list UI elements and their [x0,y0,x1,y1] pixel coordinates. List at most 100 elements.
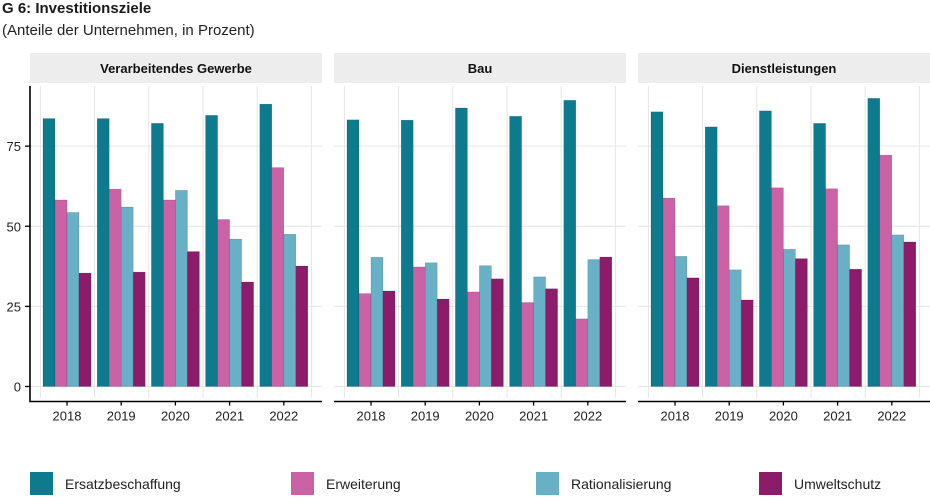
facet-strip-label: Verarbeitendes Gewerbe [100,61,252,76]
legend-swatch-ersatzbeschaffung [30,472,53,495]
bar-umweltschutz-2021 [545,288,558,387]
facet-strip-label: Dienstleistungen [732,61,837,76]
bar-erweiterung-2018 [54,199,68,387]
bar-ersatzbeschaffung-2021 [205,115,218,387]
bar-umweltschutz-2020 [491,278,504,387]
bar-erweiterung-2018 [358,293,372,387]
x-tick-label: 2019 [411,409,440,424]
bar-umweltschutz-2022 [903,241,917,387]
bar-erweiterung-2021 [825,188,838,387]
x-tick-label: 2020 [465,409,494,424]
x-tick-label: 2020 [161,409,190,424]
bar-ersatzbeschaffung-2018 [42,118,56,387]
bar-erweiterung-2018 [662,197,676,387]
y-tick-label: 75 [7,139,21,154]
x-tick-label: 2022 [573,409,602,424]
bar-erweiterung-2021 [217,219,230,387]
bar-ersatzbeschaffung-2019 [400,119,414,387]
x-tick-label: 2019 [715,409,744,424]
facet-strip-label: Bau [468,61,493,76]
bar-umweltschutz-2020 [795,258,808,387]
chart-title: G 6: Investitionsziele [2,0,152,17]
bar-rationalisierung-2022 [891,234,905,387]
legend-label: Umweltschutz [794,475,882,492]
legend-item-rationalisierung: Rationalisierung [536,472,671,495]
bar-rationalisierung-2021 [533,276,546,387]
bar-umweltschutz-2019 [436,298,450,387]
bar-ersatzbeschaffung-2022 [563,100,577,387]
bar-rationalisierung-2020 [175,190,188,387]
bar-erweiterung-2020 [163,199,176,387]
bar-umweltschutz-2018 [78,272,92,387]
x-tick-label: 2021 [215,409,244,424]
x-tick-label: 2021 [519,409,548,424]
legend-label: Ersatzbeschaffung [65,475,181,492]
bar-ersatzbeschaffung-2021 [813,123,826,387]
legend-label: Rationalisierung [571,475,672,492]
bar-umweltschutz-2018 [382,290,396,387]
legend-item-erweiterung: Erweiterung [291,472,401,495]
bar-umweltschutz-2020 [187,251,200,387]
bar-erweiterung-2022 [879,154,893,387]
bar-umweltschutz-2021 [241,281,254,387]
bar-umweltschutz-2018 [686,277,700,387]
bar-rationalisierung-2019 [120,206,134,387]
chart-subtitle: (Anteile der Unternehmen, in Prozent) [2,22,255,39]
bar-erweiterung-2022 [575,318,589,387]
x-tick-label: 2018 [53,409,82,424]
bar-rationalisierung-2021 [229,238,242,387]
faceted-bar-chart: Verarbeitendes Gewerbe 2018 2019 2020 2021 20… [7,53,930,424]
facet-strip-verarbeitendes-gewerbe [30,53,322,83]
x-tick-label: 2022 [269,409,298,424]
bar-ersatzbeschaffung-2020 [151,123,164,387]
bar-umweltschutz-2019 [132,271,146,387]
bar-umweltschutz-2021 [849,268,862,387]
bar-rationalisierung-2018 [370,257,384,387]
bar-rationalisierung-2019 [728,269,742,387]
legend-item-umweltschutz: Umweltschutz [759,472,881,495]
x-tick-label: 2021 [823,409,852,424]
bar-rationalisierung-2018 [674,256,688,387]
bar-ersatzbeschaffung-2018 [650,111,664,387]
bar-ersatzbeschaffung-2019 [704,126,718,387]
bar-rationalisierung-2020 [479,265,492,387]
bar-erweiterung-2021 [521,302,534,387]
bar-ersatzbeschaffung-2019 [96,118,110,387]
bar-rationalisierung-2021 [837,244,850,387]
facet-strip-bau [334,53,626,83]
legend-swatch-erweiterung [291,472,314,495]
y-tick-label: 50 [7,219,21,234]
bar-ersatzbeschaffung-2022 [867,98,881,387]
legend-label: Erweiterung [326,475,401,492]
bar-rationalisierung-2022 [283,234,297,387]
bar-ersatzbeschaffung-2020 [759,110,772,387]
legend-swatch-umweltschutz [759,472,782,495]
legend: Ersatzbeschaffung Erweiterung Rationalis… [0,470,930,497]
x-tick-label: 2022 [877,409,906,424]
y-tick-label: 0 [14,380,21,395]
x-tick-label: 2019 [107,409,136,424]
x-tick-label: 2020 [769,409,798,424]
bar-erweiterung-2020 [771,187,784,387]
bar-rationalisierung-2019 [424,262,438,387]
bar-erweiterung-2022 [271,167,285,387]
x-tick-label: 2018 [661,409,690,424]
bar-ersatzbeschaffung-2020 [455,107,468,387]
bar-ersatzbeschaffung-2018 [346,119,360,387]
x-tick-label: 2018 [357,409,386,424]
bar-erweiterung-2019 [108,188,122,387]
bar-umweltschutz-2019 [740,299,754,387]
bar-umweltschutz-2022 [295,265,309,387]
y-tick-label: 25 [7,299,21,314]
bar-erweiterung-2019 [716,205,730,387]
legend-swatch-rationalisierung [536,472,559,495]
bar-ersatzbeschaffung-2021 [509,116,522,387]
bar-erweiterung-2020 [467,291,480,387]
bar-ersatzbeschaffung-2022 [259,103,273,387]
bar-rationalisierung-2020 [783,249,796,387]
bar-rationalisierung-2018 [66,212,80,387]
facet-strip-dienstleistungen [638,53,930,83]
legend-item-ersatzbeschaffung: Ersatzbeschaffung [30,472,181,495]
bar-umweltschutz-2022 [599,256,613,387]
bar-rationalisierung-2022 [587,259,601,387]
